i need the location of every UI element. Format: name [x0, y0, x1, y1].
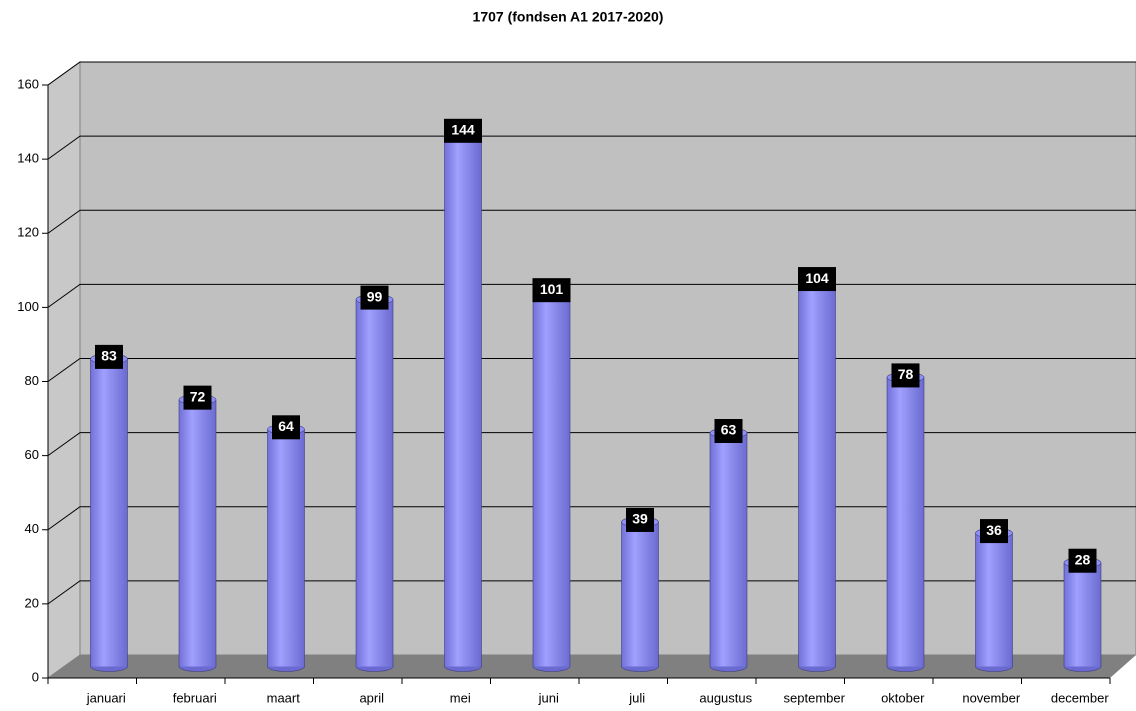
- grid-line: [47, 209, 1136, 234]
- grid-line: [47, 135, 1136, 160]
- y-tick-label: 0: [32, 669, 39, 684]
- value-label: 78: [898, 366, 914, 382]
- bar: [621, 516, 659, 672]
- grid-line: [47, 580, 1136, 605]
- value-label: 104: [805, 270, 829, 286]
- x-tick-label: februari: [173, 690, 217, 705]
- value-label: 64: [278, 418, 294, 434]
- y-tick-label: 20: [25, 595, 39, 610]
- bar: [267, 423, 305, 672]
- bar-body: [179, 399, 216, 667]
- bar-body: [356, 299, 393, 667]
- x-tick-label: oktober: [881, 690, 925, 705]
- value-label-box: [798, 267, 836, 292]
- value-label: 99: [367, 288, 383, 304]
- bar-body: [1064, 562, 1101, 667]
- bar: [1063, 557, 1102, 672]
- y-tick-label: 60: [25, 447, 39, 462]
- bar-body: [267, 429, 305, 667]
- value-label: 72: [190, 388, 206, 404]
- bar-body: [798, 281, 836, 667]
- x-tick-label: december: [1051, 690, 1109, 705]
- grid-line: [47, 283, 1136, 308]
- value-label: 63: [721, 422, 737, 438]
- value-label: 101: [540, 281, 564, 297]
- value-label-box: [272, 415, 300, 440]
- grid-line: [47, 506, 1136, 531]
- bar-outline: [886, 377, 925, 667]
- bar-outline: [355, 299, 394, 667]
- x-tick-label: april: [359, 690, 384, 705]
- x-tick-label: juli: [628, 690, 645, 705]
- bar-outline: [975, 533, 1013, 667]
- value-label: 144: [451, 122, 475, 138]
- bar-body: [533, 292, 570, 667]
- x-tick-label: november: [962, 690, 1020, 705]
- bar: [532, 286, 571, 672]
- bar: [355, 294, 394, 672]
- value-label: 83: [101, 348, 117, 364]
- bar-outline: [178, 399, 217, 667]
- bar-outline: [1063, 562, 1102, 667]
- x-tick-label: juni: [538, 690, 559, 705]
- value-label: 39: [632, 511, 648, 527]
- y-tick-label: 140: [17, 151, 39, 166]
- value-label-box: [891, 363, 920, 388]
- bar-body: [621, 521, 659, 667]
- bar: [178, 394, 217, 672]
- x-tick-label: mei: [450, 690, 471, 705]
- y-tick-label: 120: [17, 225, 39, 240]
- bar-outline: [90, 358, 128, 667]
- x-tick-label: augustus: [699, 690, 752, 705]
- value-label: 28: [1075, 551, 1091, 567]
- bar-outline: [267, 429, 305, 667]
- bar-outline: [798, 281, 836, 667]
- grid-line: [47, 358, 1136, 382]
- value-label: 36: [986, 522, 1002, 538]
- value-label-box: [626, 507, 654, 532]
- bar-body: [444, 132, 482, 667]
- value-label-box: [1068, 548, 1097, 573]
- y-tick-label: 40: [25, 521, 39, 536]
- bar-outline: [709, 433, 748, 667]
- bar-outline: [444, 132, 482, 667]
- bar: [975, 527, 1013, 672]
- value-label-box: [183, 385, 212, 410]
- value-label-box: [714, 419, 743, 444]
- bar-body: [975, 533, 1013, 667]
- bar-outline: [532, 292, 571, 667]
- bar: [90, 353, 128, 672]
- chart-title: 1707 (fondsen A1 2017-2020): [473, 9, 664, 25]
- grid-line: [47, 432, 1136, 457]
- bar: [798, 275, 836, 672]
- grid-line: [47, 61, 1136, 86]
- bar: [444, 127, 482, 672]
- bar-outline: [621, 521, 659, 667]
- bar-body: [90, 358, 128, 667]
- value-label-box: [444, 118, 482, 143]
- bar: [709, 427, 748, 672]
- value-label-box: [360, 285, 389, 310]
- x-tick-label: september: [784, 690, 846, 705]
- x-tick-label: januari: [86, 690, 126, 705]
- value-label-box: [532, 278, 571, 303]
- bar: [886, 372, 925, 672]
- floor: [48, 655, 1136, 678]
- value-label-box: [980, 519, 1008, 544]
- y-tick-label: 160: [17, 76, 39, 91]
- x-tick-label: maart: [267, 690, 301, 705]
- y-tick-label: 80: [25, 373, 39, 388]
- value-label-box: [95, 344, 123, 369]
- bar-body: [710, 433, 747, 667]
- bar-body: [887, 377, 924, 667]
- y-tick-label: 100: [17, 299, 39, 314]
